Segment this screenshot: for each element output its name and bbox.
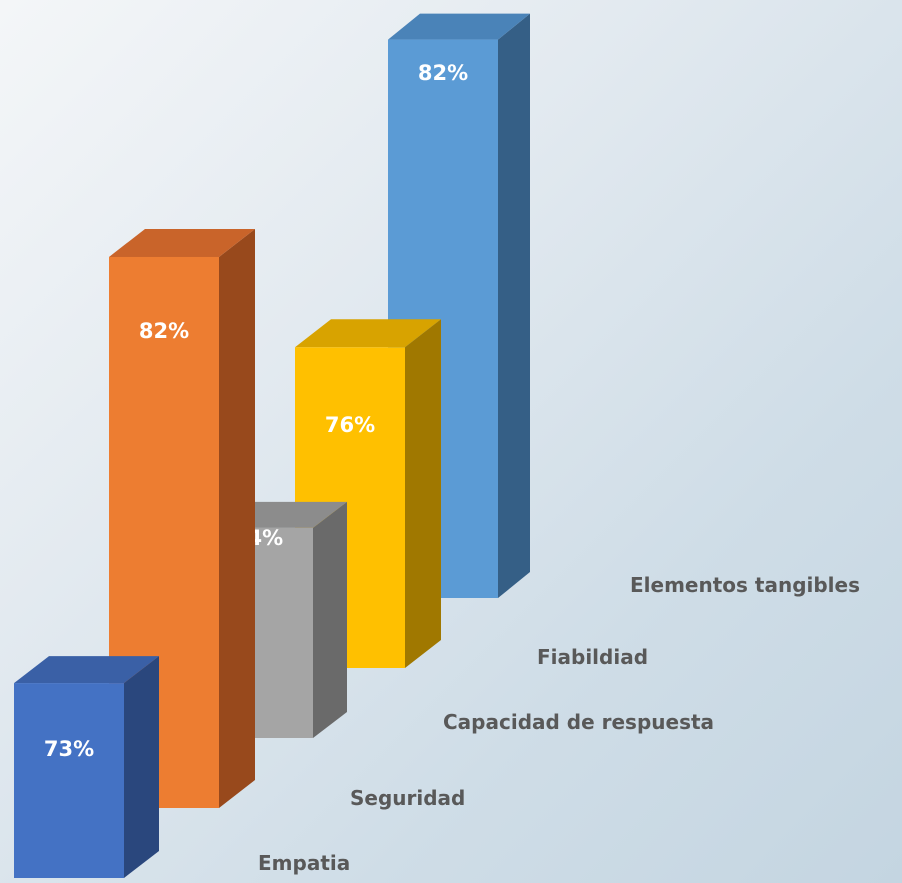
bar-side-capacidad-de-respuesta xyxy=(313,501,347,738)
value-label-elementos-tangibles: 82% xyxy=(418,61,468,85)
bars: 82%76%74%82%73% xyxy=(14,13,530,878)
category-labels: Elementos tangibles Fiabildiad Capacidad… xyxy=(258,573,860,875)
bar-front-empatia xyxy=(14,683,124,878)
category-label-elementos-tangibles: Elementos tangibles xyxy=(630,573,860,597)
value-label-seguridad: 82% xyxy=(139,319,189,343)
bar-side-seguridad xyxy=(219,228,255,808)
bar-side-elementos-tangibles xyxy=(498,13,530,598)
bar-top-elementos-tangibles xyxy=(388,13,530,40)
bar-side-fiabildiad xyxy=(405,319,441,668)
bar-side-empatia xyxy=(124,656,159,878)
category-label-capacidad-de-respuesta: Capacidad de respuesta xyxy=(443,710,714,734)
category-label-seguridad: Seguridad xyxy=(350,786,465,810)
category-label-fiabildiad: Fiabildiad xyxy=(537,645,648,669)
value-label-fiabildiad: 76% xyxy=(325,413,375,437)
bar-top-fiabildiad xyxy=(295,319,441,348)
bar-empatia: 73% xyxy=(14,656,159,878)
category-label-empatia: Empatia xyxy=(258,851,350,875)
value-label-empatia: 73% xyxy=(44,737,94,761)
bar-top-seguridad xyxy=(109,228,255,257)
bar-top-empatia xyxy=(14,656,159,684)
